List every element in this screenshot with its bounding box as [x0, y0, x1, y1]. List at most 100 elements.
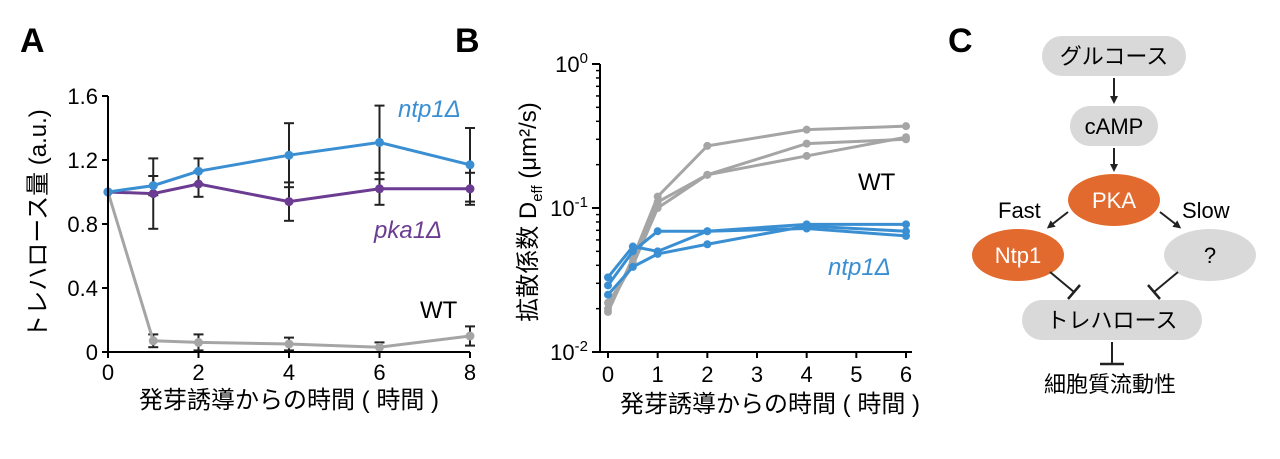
unknown-node — [1164, 229, 1256, 281]
chart-b-data-point — [653, 227, 662, 236]
panel-c-diagram: C グルコース cAMP PKA Fast Slow Ntp1 ? — [948, 22, 1256, 397]
slow-label: Slow — [1182, 198, 1230, 223]
fast-label: Fast — [998, 198, 1041, 223]
chart-b-xtick-label: 3 — [751, 362, 763, 387]
chart-b-ytick-label: 10-2 — [550, 338, 588, 365]
chart-a-data-point — [375, 137, 384, 147]
chart-a-ytick-label: 0.8 — [67, 212, 98, 237]
panel-b: B 10-2 10-1 100 0 1 2 3 4 5 6 拡散係数 Deff (μm²/s) 発… — [455, 22, 920, 418]
chart-a-data-point — [375, 184, 384, 194]
chart-b-xtick-label: 1 — [652, 362, 664, 387]
camp-node — [1070, 106, 1158, 146]
inhibit-unknown-trehalose — [1147, 271, 1179, 300]
chart-a-data-point — [194, 337, 203, 347]
chart-b-data-point — [802, 139, 811, 148]
pka-node — [1068, 174, 1160, 226]
chart-a-data-point — [194, 179, 203, 189]
chart-b-xtick-label: 2 — [701, 362, 713, 387]
chart-a-ytick-label: 0 — [86, 340, 98, 365]
chart-b-ylabel-main: 拡散係数 D — [515, 202, 542, 322]
fluidity-label: 細胞質流動性 — [1044, 372, 1176, 397]
chart-a-label-wt: WT — [420, 297, 458, 324]
chart-a-data-point — [465, 160, 475, 170]
chart-a-ytick-label: 0.4 — [67, 276, 98, 301]
chart-b-xlabel: 発芽誘導からの時間 ( 時間 ) — [620, 391, 920, 418]
chart-a-data-point — [284, 197, 294, 207]
chart-a-plot-area: 0 0.4 0.8 1.2 1.6 0 2 4 6 8 — [67, 84, 476, 385]
chart-b-data-point — [802, 151, 811, 160]
inhibit-trehalose-fluidity — [1100, 342, 1124, 366]
chart-a-data-point — [148, 181, 158, 191]
pka-label: PKA — [1092, 188, 1136, 213]
chart-b-series-line — [606, 227, 907, 287]
chart-a-xtick-label: 2 — [192, 360, 204, 385]
panel-b-letter: B — [455, 22, 480, 60]
chart-b-data-point — [604, 304, 612, 313]
chart-b-ylabel-sub: eff — [529, 185, 546, 202]
chart-a-ytick-label: 1.6 — [67, 84, 98, 109]
trehalose-node — [1022, 300, 1202, 340]
glucose-node — [1042, 36, 1186, 76]
chart-b-data-point — [604, 281, 612, 290]
chart-a-xtick-label: 4 — [283, 360, 295, 385]
chart-b-series-line — [606, 224, 907, 296]
chart-b-data-point — [628, 247, 637, 256]
chart-a-data-point — [465, 331, 475, 341]
chart-b-data-point — [703, 170, 712, 179]
chart-a-series-line — [107, 182, 470, 204]
ntp1-node — [972, 229, 1064, 281]
unknown-label: ? — [1204, 243, 1216, 268]
chart-b-series-line — [606, 222, 906, 279]
ntp1-label: Ntp1 — [995, 243, 1041, 268]
chart-a-label-pka1: pka1Δ — [373, 217, 442, 244]
chart-a-data-point — [375, 342, 384, 352]
chart-b-data-point — [604, 298, 612, 307]
chart-b-xtick-label: 5 — [850, 362, 862, 387]
chart-a-xtick-label: 6 — [373, 360, 385, 385]
chart-a-data-point — [148, 189, 158, 199]
chart-b-data-point — [802, 125, 811, 134]
chart-a-data-point — [284, 150, 294, 160]
chart-b-ytick-label: 100 — [555, 50, 588, 77]
chart-b-data-point — [628, 262, 637, 271]
panel-c-letter: C — [948, 22, 973, 60]
chart-b-data-point — [703, 141, 712, 150]
trehalose-label: トレハロース — [1047, 308, 1178, 333]
chart-b-data-point — [653, 204, 662, 212]
chart-b-data-point — [604, 290, 612, 299]
chart-b-xtick-label: 4 — [801, 362, 813, 387]
chart-a-data-point — [284, 339, 294, 349]
chart-a-axes — [107, 96, 470, 353]
chart-b-data-point — [653, 249, 662, 258]
chart-b-data-point — [604, 273, 612, 282]
panel-a: A 0 0.4 0.8 1.2 1.6 0 2 4 6 8 トレハロース量 (a.u.) 発芽誘導… — [20, 22, 476, 414]
chart-a-xtick-label: 8 — [464, 360, 476, 385]
chart-b-xtick-label: 6 — [900, 362, 912, 387]
panel-a-letter: A — [20, 22, 45, 60]
chart-b-data-point — [653, 198, 662, 207]
chart-a-ylabel: トレハロース量 (a.u.) — [25, 109, 52, 338]
chart-a-ytick-label: 1.2 — [67, 148, 98, 173]
glucose-label: グルコース — [1060, 44, 1168, 69]
chart-b-ylabel: 拡散係数 Deff (μm²/s) — [515, 102, 546, 322]
chart-a-series-line — [106, 191, 471, 349]
chart-b-data-point — [902, 122, 910, 131]
chart-b-data-point — [902, 227, 910, 236]
camp-label: cAMP — [1085, 114, 1144, 139]
chart-b-data-point — [902, 133, 910, 142]
chart-b-label-wt: WT — [858, 169, 896, 196]
chart-a-label-ntp1: ntp1Δ — [398, 96, 461, 123]
chart-b-plot-area: 10-2 10-1 100 0 1 2 3 4 5 6 — [550, 50, 912, 387]
chart-b-data-point — [802, 221, 811, 230]
chart-a-data-point — [465, 184, 475, 194]
chart-a-xlabel: 発芽誘導からの時間 ( 時間 ) — [139, 387, 439, 414]
chart-b-ytick-label: 10-1 — [550, 194, 588, 221]
chart-a-series-line — [107, 140, 471, 194]
chart-a-data-point — [194, 166, 203, 176]
chart-b-axes — [599, 64, 912, 353]
chart-b-data-point — [703, 240, 712, 249]
arrow-pka-unknown — [1159, 211, 1182, 229]
chart-b-data-point — [902, 220, 910, 229]
arrow-pka-ntp1 — [1046, 211, 1069, 229]
chart-b-xtick-label: 0 — [602, 362, 614, 387]
